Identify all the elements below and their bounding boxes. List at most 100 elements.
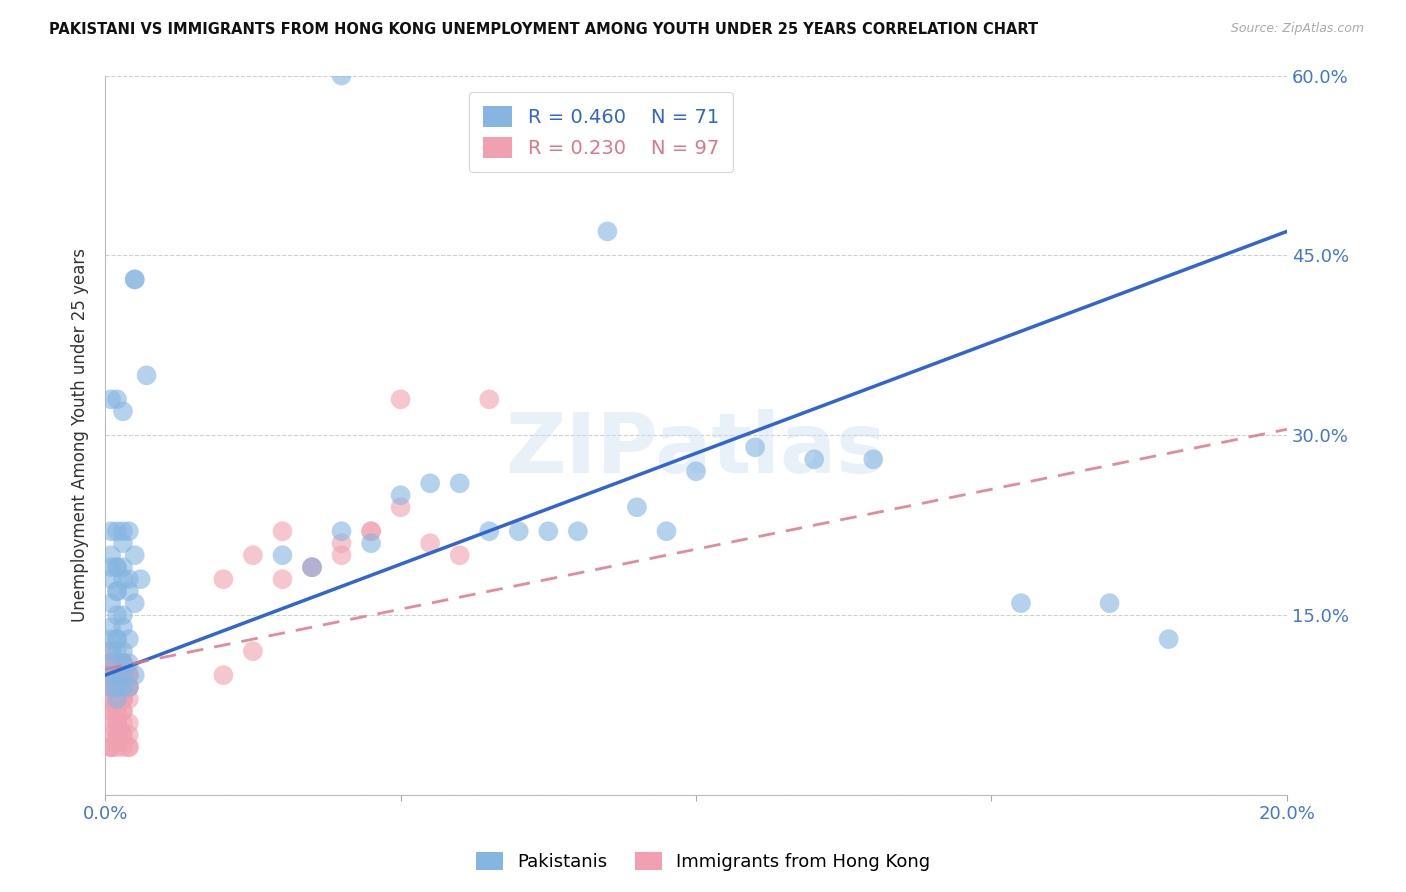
Point <box>100 704 122 718</box>
Point <box>100 668 122 682</box>
Point <box>111 668 134 682</box>
Point <box>111 716 134 731</box>
Point <box>242 548 264 562</box>
Point <box>118 668 141 682</box>
Point <box>105 560 128 574</box>
Point <box>105 656 128 670</box>
Point <box>118 668 141 682</box>
Point <box>100 656 122 670</box>
Point <box>105 680 128 694</box>
Point <box>100 680 122 694</box>
Text: PAKISTANI VS IMMIGRANTS FROM HONG KONG UNEMPLOYMENT AMONG YOUTH UNDER 25 YEARS C: PAKISTANI VS IMMIGRANTS FROM HONG KONG U… <box>49 22 1039 37</box>
Point <box>478 524 501 539</box>
Point <box>105 668 128 682</box>
Point <box>111 668 134 682</box>
Point <box>360 524 382 539</box>
Point <box>111 680 134 694</box>
Point <box>100 668 122 682</box>
Point <box>118 692 141 706</box>
Point <box>100 632 122 647</box>
Text: Source: ZipAtlas.com: Source: ZipAtlas.com <box>1230 22 1364 36</box>
Point <box>111 404 134 418</box>
Point <box>271 524 294 539</box>
Text: ZIPatlas: ZIPatlas <box>506 409 887 491</box>
Point <box>100 524 122 539</box>
Point <box>105 692 128 706</box>
Point <box>330 536 353 550</box>
Point <box>111 644 134 658</box>
Point <box>105 524 128 539</box>
Legend: Pakistanis, Immigrants from Hong Kong: Pakistanis, Immigrants from Hong Kong <box>468 845 938 879</box>
Point <box>100 740 122 755</box>
Point <box>100 620 122 634</box>
Point <box>655 524 678 539</box>
Point <box>330 69 353 83</box>
Point <box>100 656 122 670</box>
Point <box>105 692 128 706</box>
Point <box>105 656 128 670</box>
Point <box>100 668 122 682</box>
Point <box>105 644 128 658</box>
Point <box>105 728 128 742</box>
Point <box>100 740 122 755</box>
Point <box>118 716 141 731</box>
Point <box>212 572 235 586</box>
Point <box>111 704 134 718</box>
Point <box>105 692 128 706</box>
Point <box>105 668 128 682</box>
Point <box>803 452 825 467</box>
Point <box>111 728 134 742</box>
Point <box>111 680 134 694</box>
Point <box>626 500 648 515</box>
Point <box>124 596 146 610</box>
Point <box>111 668 134 682</box>
Point <box>100 572 122 586</box>
Point <box>105 680 128 694</box>
Point <box>105 608 128 623</box>
Point <box>100 740 122 755</box>
Point <box>242 644 264 658</box>
Point <box>111 704 134 718</box>
Point <box>478 392 501 407</box>
Point <box>105 668 128 682</box>
Point <box>105 692 128 706</box>
Point <box>118 572 141 586</box>
Point <box>105 668 128 682</box>
Point <box>111 740 134 755</box>
Point <box>124 668 146 682</box>
Point <box>105 668 128 682</box>
Point <box>124 272 146 286</box>
Point <box>537 524 560 539</box>
Point <box>389 500 412 515</box>
Point <box>111 620 134 634</box>
Point <box>118 728 141 742</box>
Point <box>389 392 412 407</box>
Point <box>105 584 128 599</box>
Point <box>100 728 122 742</box>
Point <box>301 560 323 574</box>
Point <box>105 692 128 706</box>
Point <box>271 572 294 586</box>
Point <box>360 536 382 550</box>
Point <box>105 740 128 755</box>
Point <box>105 728 128 742</box>
Point <box>330 548 353 562</box>
Point <box>419 536 441 550</box>
Point <box>124 548 146 562</box>
Point <box>100 680 122 694</box>
Point <box>111 656 134 670</box>
Point <box>389 488 412 502</box>
Point <box>100 668 122 682</box>
Point <box>105 692 128 706</box>
Point <box>301 560 323 574</box>
Point <box>118 584 141 599</box>
Point <box>118 680 141 694</box>
Point <box>118 632 141 647</box>
Point <box>118 740 141 755</box>
Point <box>129 572 152 586</box>
Point <box>111 692 134 706</box>
Point <box>100 392 122 407</box>
Point <box>135 368 157 383</box>
Point <box>111 680 134 694</box>
Point <box>100 548 122 562</box>
